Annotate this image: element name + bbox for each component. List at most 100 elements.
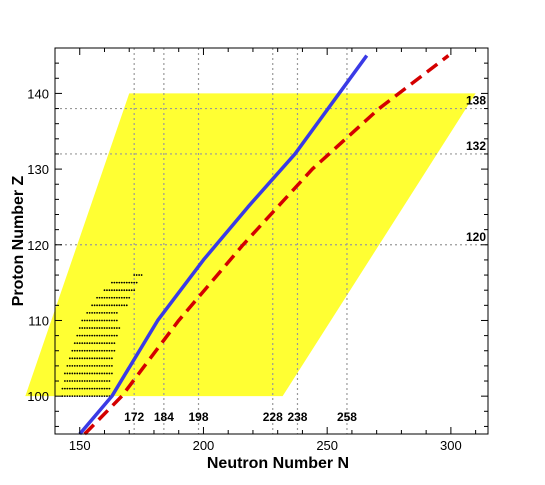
nuclide-point [91, 395, 94, 398]
nuclide-point [125, 289, 128, 292]
nuclide-point [111, 364, 113, 367]
nuclide-point [103, 334, 106, 337]
nuclide-point [106, 334, 108, 337]
neutron-magic-lines [133, 48, 348, 434]
nuclide-point [96, 319, 98, 322]
nuclide-point [88, 349, 91, 352]
nuclide-point [83, 334, 86, 337]
y-axis-title: Proton Number Z [10, 175, 27, 306]
nuclide-point [96, 364, 98, 367]
nuclide-point [88, 387, 91, 390]
nuclide-point [93, 334, 96, 337]
nuclide-point [86, 380, 89, 382]
nuclide-point [106, 364, 108, 367]
nuclide-point [88, 319, 91, 322]
nuclide-point [118, 327, 121, 329]
nuclide-point [76, 342, 79, 345]
nuclide-point [68, 387, 71, 390]
nuclide-point [103, 349, 106, 352]
nuclide-point [111, 289, 113, 292]
nuclide-point [93, 380, 96, 382]
nuclide-point [108, 357, 111, 360]
nuclide-point [86, 357, 89, 360]
y-tick-label: 110 [28, 313, 49, 328]
nuclide-point [101, 319, 103, 322]
nuclide-point [78, 357, 81, 360]
nuclide-point [78, 334, 81, 337]
x-tick-label: 150 [69, 438, 91, 453]
nuclide-point [108, 319, 111, 322]
nuclide-point [103, 296, 106, 299]
nuclide-point [140, 274, 143, 276]
nuclide-point [106, 296, 108, 299]
nuclide-point [101, 372, 103, 375]
nuclide-point [125, 281, 128, 284]
nuclide-point [93, 349, 96, 352]
nuclide-point [120, 289, 123, 292]
nuclide-point [88, 334, 91, 337]
nuclide-point [91, 304, 94, 307]
nuclide-point [68, 357, 71, 360]
nuclide-point [71, 372, 74, 375]
nuclide-point [71, 387, 74, 390]
nuclide-point [111, 334, 113, 337]
nuclide-point [86, 327, 89, 329]
neutron-magic-label: 238 [287, 410, 307, 424]
nuclide-point [78, 364, 81, 367]
nuclide-point [113, 289, 116, 292]
nuclide-point [81, 395, 84, 398]
nuclide-point [78, 380, 81, 382]
nuclide-point [98, 387, 101, 390]
nuclide-point [103, 319, 106, 322]
nuclide-point [68, 395, 71, 398]
nuclide-point [123, 296, 126, 299]
nuclide-point [86, 349, 89, 352]
nuclide-point [98, 342, 101, 345]
nuclide-point [71, 380, 74, 382]
nuclide-point [113, 296, 116, 299]
nuclide-point [91, 342, 94, 345]
nuclide-point [113, 342, 116, 345]
nuclide-point [91, 312, 94, 314]
nuclide-point [78, 395, 81, 398]
nuclide-point [101, 342, 103, 345]
nuclide-point [86, 342, 89, 345]
nuclide-point [81, 380, 84, 382]
nuclide-point [96, 372, 98, 375]
nuclide-point [133, 281, 136, 284]
nuclide-point [111, 357, 113, 360]
nuclide-point [66, 372, 69, 375]
nuclide-point [101, 304, 103, 307]
nuclide-point [91, 327, 94, 329]
nuclide-point [98, 372, 101, 375]
y-tick-label: 140 [27, 86, 49, 101]
nuclide-point [128, 296, 131, 299]
nuclide-point [91, 380, 94, 382]
nuclide-point [106, 387, 108, 390]
nuclide-point [73, 357, 76, 360]
nuclide-point [123, 281, 126, 284]
nuclide-point [81, 387, 84, 390]
nuclide-point [88, 395, 91, 398]
nuclide-point [81, 319, 84, 322]
nuclide-point [81, 349, 84, 352]
nuclide-point [133, 289, 136, 292]
nuclide-point [71, 349, 74, 352]
neutron-magic-label: 258 [337, 410, 357, 424]
nuclide-point [113, 327, 116, 329]
nuclide-point [106, 357, 108, 360]
nuclide-point [103, 304, 106, 307]
nuclide-point [86, 334, 89, 337]
nuclide-point [73, 395, 76, 398]
nuclide-point [98, 312, 101, 314]
nuclide-point [106, 327, 108, 329]
nuclide-point [98, 334, 101, 337]
nuclide-point [108, 296, 111, 299]
nuclide-point [76, 357, 79, 360]
y-tick-label: 100 [27, 389, 49, 404]
nuclide-point [83, 357, 86, 360]
nuclide-point [83, 387, 86, 390]
nuclide-point [63, 380, 66, 382]
nuclide-point [120, 304, 123, 307]
nuclide-point [98, 296, 101, 299]
